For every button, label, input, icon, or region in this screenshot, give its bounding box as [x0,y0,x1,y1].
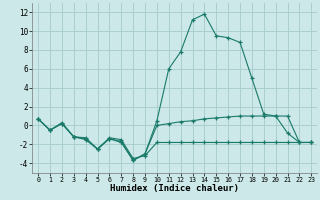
X-axis label: Humidex (Indice chaleur): Humidex (Indice chaleur) [110,184,239,193]
